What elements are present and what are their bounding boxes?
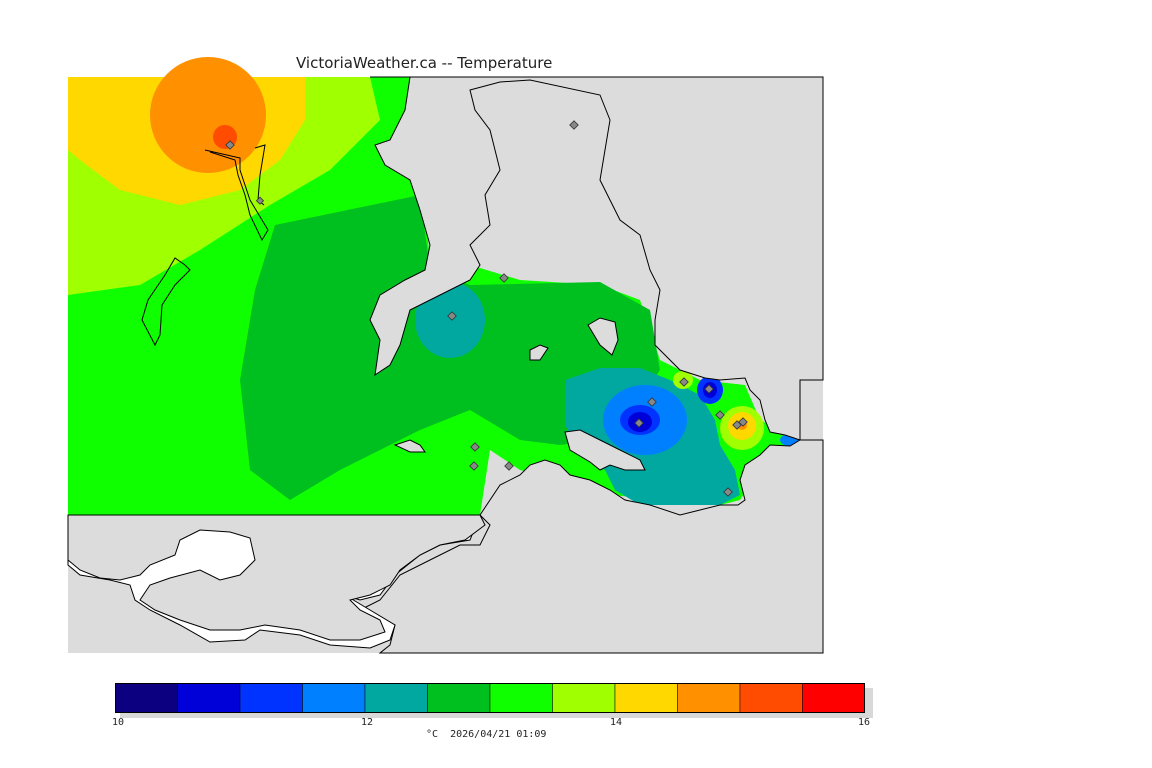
colorbar-segment — [115, 683, 178, 713]
station-marker — [738, 417, 748, 427]
station-marker — [647, 397, 657, 407]
colorbar-segment — [489, 683, 553, 713]
station-marker — [704, 384, 714, 394]
station-marker — [469, 461, 479, 471]
station-marker — [447, 311, 457, 321]
colorbar-segment — [177, 683, 241, 713]
map-title: VictoriaWeather.ca -- Temperature — [296, 54, 553, 72]
station-marker — [715, 410, 725, 420]
gray-channel-west — [369, 76, 824, 441]
colorbar-segment — [302, 683, 366, 713]
coastline-inlet — [141, 257, 191, 347]
station-marker — [225, 140, 235, 150]
colorbar-segment — [552, 683, 616, 713]
units-label: °C — [426, 729, 439, 740]
station-marker — [504, 461, 514, 471]
colorbar-border — [115, 683, 865, 713]
station-markers — [225, 120, 748, 497]
colorbar-segment — [614, 683, 678, 713]
legend-tick-14: 14 — [610, 717, 623, 728]
island-southwest — [67, 514, 486, 641]
station-marker — [723, 487, 733, 497]
colorbar-segment — [427, 683, 491, 713]
temperature-colorbar — [115, 683, 865, 713]
colorbar-segment — [239, 683, 303, 713]
timestamp-label: 2026/04/21 01:09 — [450, 729, 547, 740]
contour-teal-inlet — [415, 282, 485, 358]
island-small-1 — [393, 439, 426, 453]
legend-tick-12: 12 — [361, 717, 374, 728]
station-marker — [634, 418, 644, 428]
station-marker — [499, 273, 509, 283]
station-marker — [470, 442, 480, 452]
island-small-2 — [587, 317, 619, 356]
legend-footer: °C 2026/04/21 01:09 — [426, 729, 546, 740]
colorbar-segment — [677, 683, 741, 713]
gray-southeast-area — [358, 439, 824, 654]
colorbar-segment — [364, 683, 428, 713]
station-marker — [255, 196, 265, 205]
contour-15-zone — [150, 57, 266, 173]
island-south-peninsula — [564, 429, 646, 471]
legend-tick-16: 16 — [858, 717, 871, 728]
station-marker — [679, 377, 689, 387]
island-small-3 — [529, 344, 549, 361]
legend-tick-10: 10 — [112, 717, 125, 728]
colorbar-segment — [739, 683, 803, 713]
station-marker — [569, 120, 579, 130]
colorbar-segment — [802, 683, 865, 713]
